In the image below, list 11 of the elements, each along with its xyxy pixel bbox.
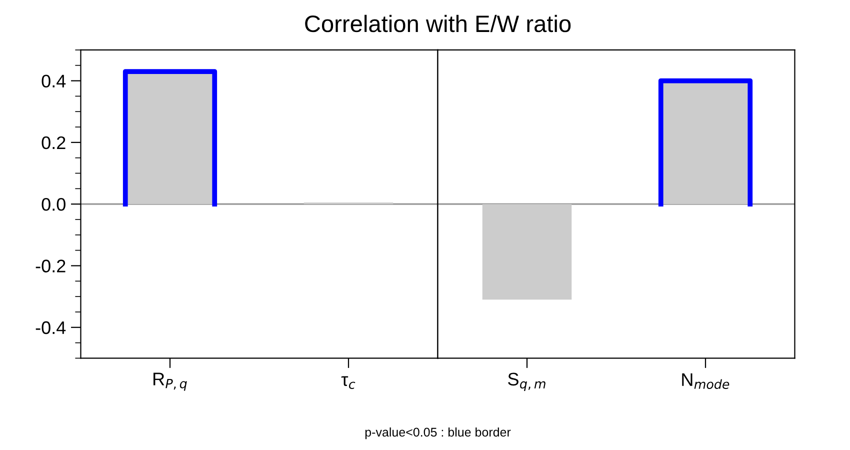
y-tick-label: 0.2 (42, 136, 66, 150)
y-tick-label: -0.4 (36, 321, 66, 334)
x-tick-label: S$_{q,m}$ (508, 372, 546, 391)
chart-title: Correlation with E/W ratio (305, 14, 571, 32)
text: p-value<0.05 : blue border (365, 427, 511, 440)
x-tick-label: τ$_{c}$ (341, 376, 356, 389)
y-tick-label: 0.0 (42, 198, 66, 211)
y-tick-label: -0.2 (36, 260, 66, 272)
y-tick-label: 0.4 (42, 74, 66, 88)
x-tick-label: N$_{mode}$ (682, 373, 730, 389)
x-tick-label: R$_{P,q}$ (154, 372, 187, 391)
